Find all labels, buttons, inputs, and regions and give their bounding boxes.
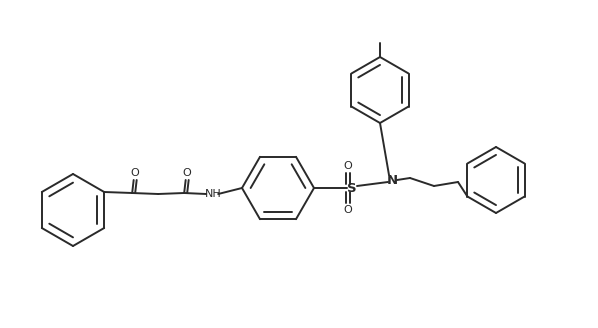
Text: O: O (183, 168, 191, 178)
Text: O: O (131, 168, 139, 178)
Text: N: N (386, 174, 398, 187)
Text: O: O (344, 205, 352, 215)
Text: O: O (344, 161, 352, 171)
Text: S: S (347, 181, 357, 195)
Text: NH: NH (205, 189, 221, 199)
